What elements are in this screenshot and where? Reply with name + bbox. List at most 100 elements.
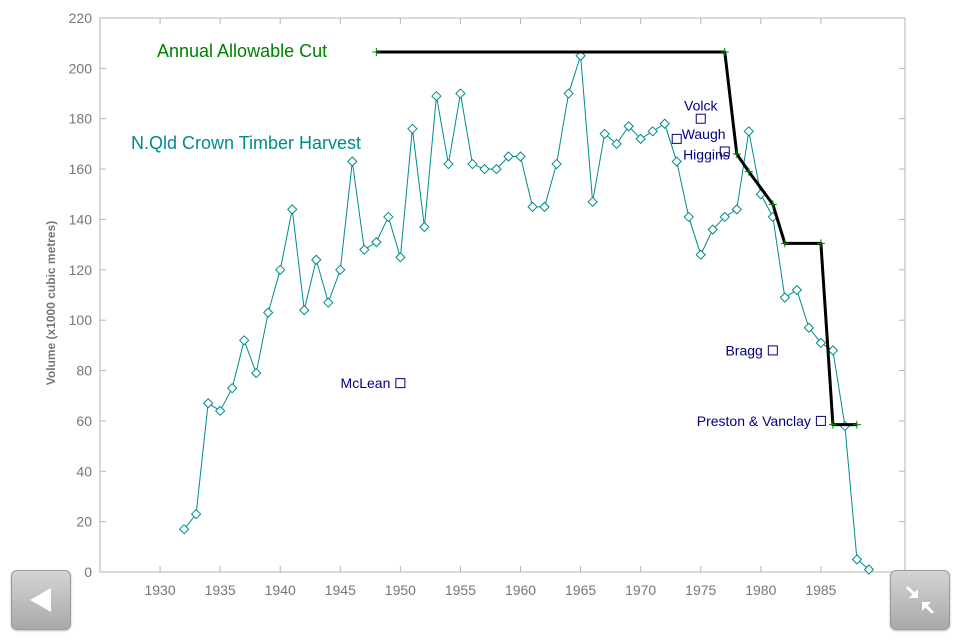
label-crown-timber-harvest: N.Qld Crown Timber Harvest: [131, 133, 361, 153]
annotation-label-preston-vanclay: Preston & Vanclay: [697, 413, 811, 429]
harvest-point-1952: [419, 221, 430, 233]
harvest-point-1972: [659, 118, 670, 129]
allowable-cut-point-1977: [720, 47, 729, 56]
harvest-point-1957: [479, 163, 490, 175]
annotation-marker-preston-vanclay: [815, 415, 826, 426]
y-tick-label: 20: [76, 514, 92, 530]
x-tick-label: 1980: [745, 582, 776, 598]
harvest-point-1963: [551, 158, 562, 170]
harvest-point-1978: [731, 204, 742, 215]
annotation-marker-mclean: [395, 378, 406, 389]
harvest-point-1968: [611, 138, 622, 150]
harvest-point-1959: [503, 151, 514, 162]
allowable-cut-point-1948: [372, 47, 381, 56]
annotation-label-volck: Volck: [684, 98, 718, 114]
harvest-point-1973: [671, 156, 682, 167]
harvest-point-1953: [431, 90, 442, 102]
x-tick-label: 1930: [144, 582, 175, 598]
x-tick-label: 1965: [565, 582, 596, 598]
harvest-point-1983: [791, 284, 803, 296]
harvest-series-line: [183, 55, 870, 570]
harvest-point-1951: [407, 123, 418, 135]
harvest-point-1938: [250, 367, 262, 379]
harvest-point-1969: [623, 121, 634, 132]
harvest-point-1958: [491, 163, 502, 175]
harvest-point-1946: [347, 156, 358, 167]
annotation-marker-volck: [695, 113, 706, 124]
harvest-point-1942: [299, 304, 310, 316]
harvest-point-1979: [743, 126, 755, 137]
annotation-marker-higgins: [719, 146, 730, 157]
harvest-point-1933: [190, 508, 202, 520]
harvest-point-1944: [323, 297, 334, 308]
y-tick-label: 160: [69, 161, 93, 177]
y-tick-label: 200: [69, 60, 93, 76]
harvest-point-1974: [683, 211, 694, 223]
harvest-point-1949: [383, 211, 394, 223]
harvest-point-1947: [359, 244, 370, 255]
allowable-cut-point-1979: [744, 167, 753, 176]
harvest-point-1939: [263, 307, 274, 318]
harvest-point-1986: [827, 345, 839, 356]
harvest-point-1945: [335, 264, 346, 276]
y-tick-label: 180: [69, 111, 93, 127]
label-annual-allowable-cut: Annual Allowable Cut: [157, 41, 327, 61]
annotation-marker-bragg: [767, 345, 778, 356]
harvest-point-1977: [719, 211, 730, 223]
harvest-point-1971: [647, 126, 658, 137]
harvest-point-1960: [515, 151, 526, 162]
allowable-cut-point-1988: [852, 420, 861, 429]
harvest-point-1975: [695, 249, 706, 260]
harvest-point-1970: [635, 133, 646, 145]
allowable-cut-point-1982: [780, 239, 789, 248]
x-tick-label: 1945: [325, 582, 356, 598]
y-axis-title: Volume (x1000 cubic metres): [44, 221, 58, 386]
harvest-point-1948: [371, 236, 382, 248]
harvest-point-1935: [214, 405, 226, 417]
x-tick-label: 1955: [445, 582, 476, 598]
harvest-point-1932: [178, 523, 190, 535]
x-tick-label: 1985: [805, 582, 836, 598]
harvest-point-1955: [455, 88, 466, 99]
allowable-cut-point-1981: [768, 200, 777, 209]
annotation-label-mclean: McLean: [341, 375, 391, 391]
harvest-point-1967: [599, 128, 610, 140]
y-tick-label: 40: [76, 463, 92, 479]
harvest-point-1956: [467, 158, 478, 170]
harvest-point-1936: [226, 382, 238, 394]
y-tick-label: 100: [69, 312, 93, 328]
left-arrow-icon: [30, 588, 51, 612]
harvest-point-1982: [779, 292, 791, 303]
y-tick-label: 120: [69, 262, 93, 278]
harvest-point-1950: [395, 252, 406, 263]
harvest-point-1985: [815, 337, 827, 349]
y-tick-label: 80: [76, 363, 92, 379]
harvest-point-1964: [563, 88, 574, 99]
allowable-cut-point-1978: [732, 149, 741, 158]
harvest-point-1954: [443, 158, 454, 170]
annotation-label-waugh: Waugh: [682, 126, 726, 142]
harvest-point-1961: [527, 201, 538, 213]
harvest-point-1941: [287, 204, 298, 215]
x-tick-label: 1940: [265, 582, 296, 598]
allowable-cut-point-1986: [828, 420, 837, 429]
harvest-point-1934: [202, 398, 214, 409]
x-tick-label: 1950: [385, 582, 416, 598]
harvest-point-1937: [238, 335, 250, 346]
plot-area-frame: [99, 17, 906, 573]
annotation-marker-waugh: [671, 133, 682, 144]
x-tick-label: 1970: [625, 582, 656, 598]
shrink-arrows-icon: [906, 586, 934, 614]
x-tick-label: 1935: [205, 582, 236, 598]
harvest-point-1989: [863, 564, 875, 575]
exit-fullscreen-button[interactable]: [890, 570, 950, 630]
y-tick-label: 60: [76, 413, 92, 429]
annotation-label-higgins: Higgins: [683, 146, 730, 162]
annotation-label-bragg: Bragg: [725, 342, 762, 358]
x-tick-label: 1960: [505, 582, 536, 598]
harvest-point-1940: [275, 264, 286, 276]
harvest-point-1976: [707, 224, 718, 235]
y-tick-label: 0: [84, 564, 92, 580]
back-button[interactable]: [11, 570, 71, 630]
